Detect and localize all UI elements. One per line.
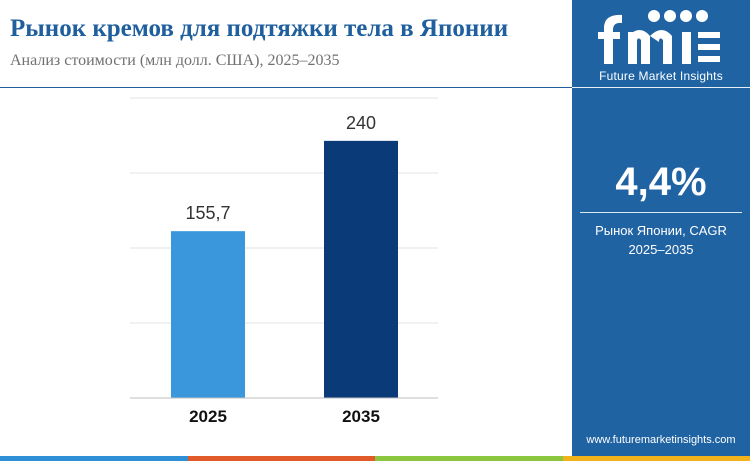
page-title: Рынок кремов для подтяжки тела в Японии: [10, 15, 509, 42]
cagr-label-region: Рынок Японии, CAGR: [595, 223, 727, 238]
data-label: 240: [346, 113, 376, 133]
cagr-label-period: 2025–2035: [628, 242, 694, 257]
header-divider: [0, 87, 572, 88]
footer-stripe: [375, 456, 563, 461]
fmi-logo-icon: [598, 10, 720, 64]
data-label: 155,7: [185, 203, 230, 223]
brand-name: Future Market Insights: [599, 69, 723, 83]
sidebar-divider: [572, 87, 750, 88]
sidebar-panel: Future Market Insights 4,4% Рынок Японии…: [572, 0, 750, 461]
footer-stripe: [562, 456, 750, 461]
x-tick-label: 2025: [189, 407, 227, 426]
footer-stripe: [187, 456, 375, 461]
bar-chart: 155,7 2025 240 2035: [130, 97, 438, 426]
footer-stripe: [0, 456, 188, 461]
bar-2025: [171, 231, 245, 398]
x-tick-label: 2035: [342, 407, 380, 426]
page-subtitle: Анализ стоимости (млн долл. США), 2025–2…: [10, 52, 340, 69]
website-link[interactable]: www.futuremarketinsights.com: [586, 434, 736, 446]
cagr-value: 4,4%: [615, 160, 707, 204]
footer-color-bar: [0, 456, 750, 461]
cagr-divider: [580, 212, 742, 213]
bar-2035: [324, 140, 398, 398]
cagr-label: Рынок Японии, CAGR 2025–2035: [572, 221, 750, 259]
